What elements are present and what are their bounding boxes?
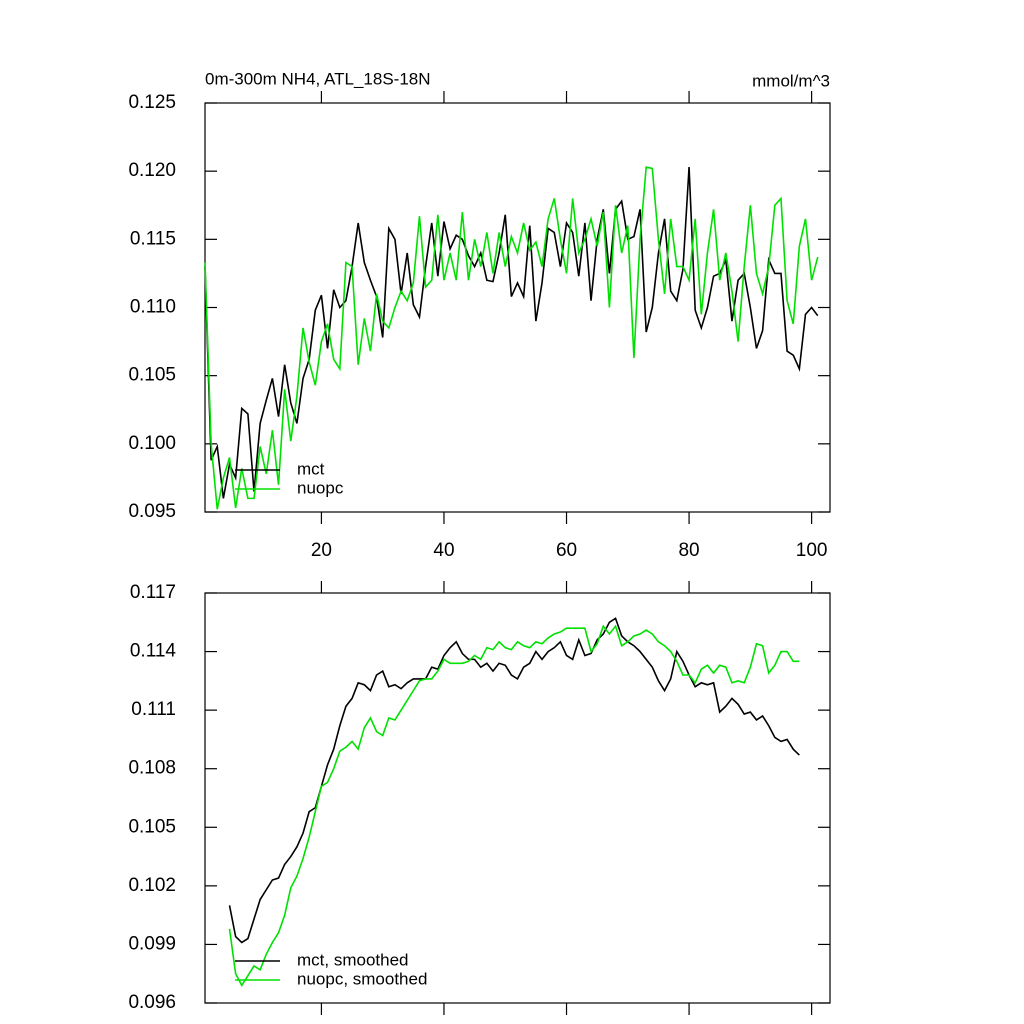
x-tick-label: 40	[433, 540, 454, 561]
y-tick-label: 0.114	[130, 641, 177, 662]
x-tick-label: 100	[796, 540, 828, 561]
y-tick-label: 0.120	[128, 160, 176, 181]
y-tick-label: 0.105	[128, 365, 176, 386]
legend-label: mct	[297, 459, 325, 478]
y-tick-label: 0.110	[130, 297, 176, 318]
x-tick-label: 60	[556, 540, 577, 561]
y-tick-label: 0.096	[128, 992, 176, 1013]
legend-label: mct, smoothed	[297, 950, 409, 969]
series-line	[204, 167, 819, 499]
x-tick-label: 80	[678, 540, 699, 561]
y-tick-label: 0.117	[130, 582, 176, 603]
y-tick-label: 0.108	[128, 758, 176, 779]
y-tick-label: 0.125	[128, 92, 176, 113]
y-tick-label: 0.100	[128, 433, 176, 454]
y-tick-label: 0.099	[128, 933, 176, 954]
legend-label: nuopc, smoothed	[297, 969, 427, 988]
series-line	[228, 617, 800, 944]
x-tick-label: 20	[311, 540, 332, 561]
y-tick-label: 0.095	[128, 501, 176, 522]
legend-label: nuopc	[297, 478, 344, 497]
series-line	[204, 166, 819, 510]
chart-title: 0m-300m NH4, ATL_18S-18N	[205, 69, 431, 88]
y-tick-label: 0.102	[128, 875, 176, 896]
series-line	[228, 624, 800, 988]
y-tick-label: 0.115	[130, 228, 176, 249]
y-tick-label: 0.111	[131, 699, 176, 720]
plot-frame	[204, 592, 831, 1004]
units-label: mmol/m^3	[752, 71, 830, 90]
y-tick-label: 0.105	[128, 816, 176, 837]
